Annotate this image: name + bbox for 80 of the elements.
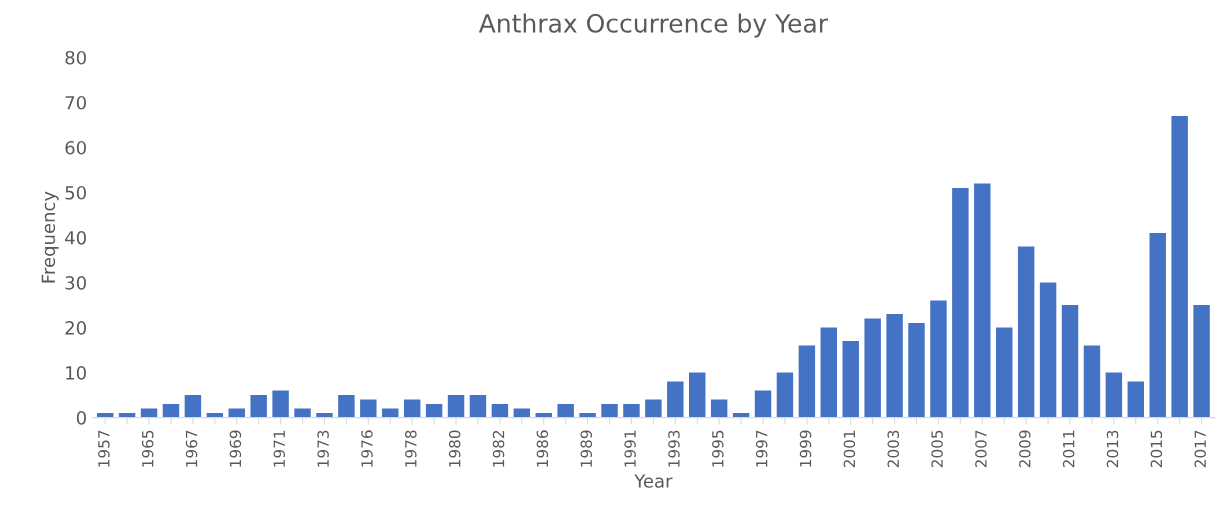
y-tick-label: 40 — [65, 230, 86, 245]
x-axis-title: Year — [634, 474, 673, 488]
bar — [1105, 372, 1123, 418]
x-tick-label: 2015 — [1150, 430, 1163, 468]
bar — [1193, 305, 1210, 418]
bar — [447, 395, 465, 418]
y-tick-label: 20 — [65, 321, 86, 335]
bar — [1127, 381, 1145, 418]
bar — [1039, 282, 1057, 418]
x-tick-label: 2017 — [1194, 430, 1207, 468]
x-tick-label: 2009 — [1019, 430, 1031, 468]
x-tick-label: 1989 — [580, 430, 593, 467]
bar — [557, 404, 574, 418]
bar — [820, 327, 838, 418]
x-tick-label: 1965 — [141, 430, 154, 467]
x-tick-label: 1957 — [98, 430, 110, 467]
x-tick-label: 1971 — [273, 430, 286, 467]
bar — [645, 399, 662, 418]
x-tick-label: 1967 — [185, 430, 198, 467]
y-tick-label: 50 — [65, 185, 86, 200]
x-tick-label: 2007 — [975, 430, 987, 468]
bar — [996, 327, 1013, 418]
bar — [1061, 305, 1079, 418]
x-tick-label: 1973 — [317, 430, 329, 467]
bar — [930, 300, 947, 418]
bar — [952, 187, 969, 418]
bar — [864, 318, 881, 418]
bar — [842, 341, 859, 418]
y-tick-label: 0 — [76, 411, 86, 425]
bar — [469, 395, 487, 418]
x-tick-label: 2013 — [1106, 430, 1119, 468]
bar — [184, 395, 202, 418]
y-tick-label: 10 — [66, 366, 86, 380]
bar — [710, 399, 728, 418]
bar — [162, 404, 180, 418]
x-tick-label: 1980 — [448, 430, 461, 467]
bar — [1083, 345, 1101, 418]
bar — [579, 413, 596, 418]
bar — [776, 372, 794, 418]
x-tick-label: 1986 — [536, 430, 549, 467]
bar — [601, 404, 618, 418]
x-tick-label: 2001 — [843, 430, 856, 468]
x-tick-label: 1982 — [492, 430, 505, 467]
bar — [974, 183, 991, 418]
x-tick-label: 1997 — [755, 430, 768, 467]
bar — [425, 404, 443, 418]
x-tick-label: 1969 — [229, 430, 242, 467]
bar — [908, 323, 925, 418]
y-tick-label: 30 — [65, 275, 86, 290]
bar — [689, 372, 706, 418]
x-tick-label: 1993 — [668, 430, 680, 467]
bar — [360, 399, 377, 418]
x-tick-label: 2005 — [931, 430, 943, 468]
bar — [754, 390, 772, 418]
bar — [667, 381, 684, 418]
bar — [294, 408, 311, 418]
x-tick-label: 1995 — [712, 430, 724, 467]
bar — [250, 395, 267, 418]
bar — [338, 395, 355, 418]
y-axis-title: Frequency — [41, 191, 59, 283]
x-tick-label: 2003 — [887, 430, 900, 468]
bar — [491, 404, 509, 418]
x-tick-label: 1999 — [799, 430, 812, 467]
bar — [623, 404, 640, 418]
bar — [316, 413, 333, 418]
bar — [1149, 233, 1166, 418]
bar — [1017, 246, 1035, 418]
bar — [886, 314, 903, 418]
x-tick-label: 1991 — [624, 430, 636, 467]
x-tick-label: 1976 — [361, 430, 373, 467]
bar — [403, 399, 421, 418]
chart-title: Anthrax Occurrence by Year — [478, 13, 829, 38]
x-tick-label: 2011 — [1062, 430, 1075, 468]
bar — [798, 345, 816, 418]
bar — [1171, 115, 1188, 418]
x-tick-label: 1978 — [405, 430, 417, 467]
y-tick-label: 70 — [65, 95, 86, 110]
bar — [272, 390, 289, 418]
y-tick-label: 60 — [65, 140, 86, 155]
y-tick-label: 80 — [65, 50, 86, 65]
